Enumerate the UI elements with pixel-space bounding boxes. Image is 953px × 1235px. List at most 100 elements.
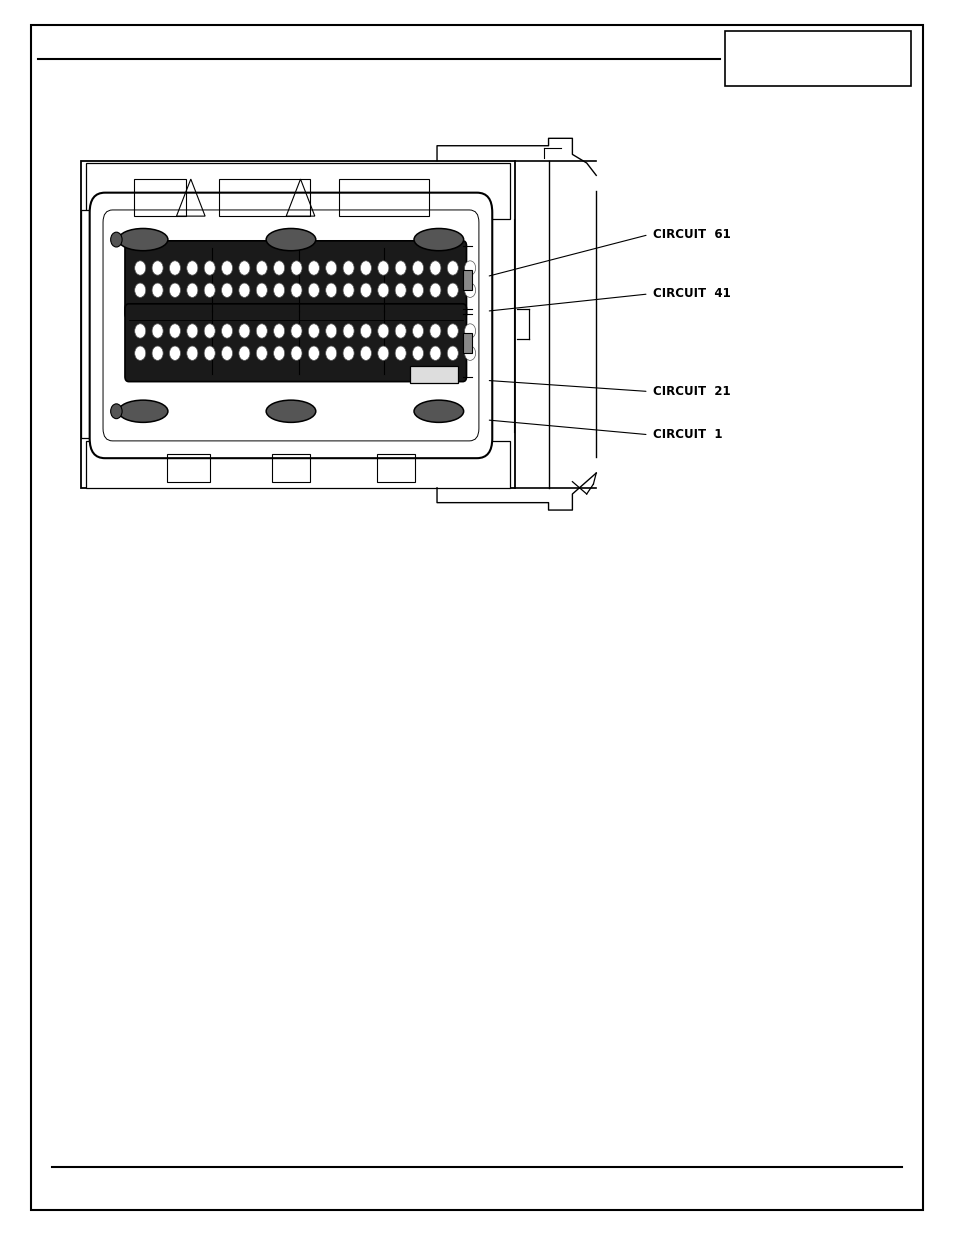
Circle shape bbox=[274, 283, 284, 298]
FancyBboxPatch shape bbox=[90, 193, 492, 458]
Circle shape bbox=[170, 283, 180, 298]
Circle shape bbox=[430, 324, 440, 338]
Ellipse shape bbox=[414, 400, 463, 422]
Circle shape bbox=[325, 324, 336, 338]
Bar bbox=[724, 31, 910, 86]
Circle shape bbox=[187, 346, 197, 361]
Circle shape bbox=[221, 346, 233, 361]
Circle shape bbox=[256, 324, 267, 338]
Circle shape bbox=[464, 346, 476, 361]
Text: CIRCUIT  61: CIRCUIT 61 bbox=[653, 228, 730, 241]
Bar bbox=[86, 441, 510, 488]
Circle shape bbox=[134, 283, 146, 298]
Circle shape bbox=[291, 261, 302, 275]
Bar bbox=[462, 332, 472, 353]
Circle shape bbox=[238, 283, 250, 298]
Circle shape bbox=[343, 346, 354, 361]
Circle shape bbox=[464, 283, 476, 298]
Circle shape bbox=[187, 261, 197, 275]
Circle shape bbox=[308, 346, 319, 361]
Circle shape bbox=[134, 324, 146, 338]
Circle shape bbox=[360, 261, 371, 275]
Circle shape bbox=[291, 283, 302, 298]
Circle shape bbox=[170, 346, 180, 361]
Circle shape bbox=[134, 346, 146, 361]
Circle shape bbox=[377, 283, 389, 298]
Bar bbox=[338, 179, 429, 216]
Circle shape bbox=[360, 346, 371, 361]
Circle shape bbox=[343, 324, 354, 338]
Circle shape bbox=[238, 346, 250, 361]
Circle shape bbox=[308, 261, 319, 275]
Circle shape bbox=[308, 324, 319, 338]
Circle shape bbox=[152, 283, 163, 298]
Text: CIRCUIT  41: CIRCUIT 41 bbox=[653, 288, 730, 300]
Circle shape bbox=[291, 346, 302, 361]
Bar bbox=[410, 366, 457, 383]
Bar bbox=[81, 210, 102, 438]
Circle shape bbox=[170, 324, 180, 338]
Ellipse shape bbox=[266, 228, 315, 251]
Circle shape bbox=[395, 283, 406, 298]
Circle shape bbox=[447, 283, 457, 298]
Circle shape bbox=[325, 261, 336, 275]
Circle shape bbox=[170, 261, 180, 275]
FancyBboxPatch shape bbox=[125, 304, 466, 382]
Circle shape bbox=[377, 261, 389, 275]
Circle shape bbox=[221, 283, 233, 298]
Text: CIRCUIT  1: CIRCUIT 1 bbox=[653, 429, 722, 441]
Circle shape bbox=[360, 283, 371, 298]
Circle shape bbox=[377, 324, 389, 338]
Circle shape bbox=[152, 346, 163, 361]
Circle shape bbox=[412, 324, 423, 338]
Bar bbox=[272, 454, 310, 482]
Circle shape bbox=[204, 324, 215, 338]
Circle shape bbox=[395, 261, 406, 275]
Circle shape bbox=[274, 261, 284, 275]
Ellipse shape bbox=[266, 400, 315, 422]
Ellipse shape bbox=[414, 228, 463, 251]
Circle shape bbox=[274, 346, 284, 361]
Circle shape bbox=[274, 324, 284, 338]
Bar bbox=[462, 270, 472, 290]
Circle shape bbox=[111, 232, 122, 247]
Circle shape bbox=[395, 346, 406, 361]
Bar bbox=[86, 163, 510, 219]
Circle shape bbox=[204, 346, 215, 361]
Circle shape bbox=[447, 324, 457, 338]
Circle shape bbox=[204, 283, 215, 298]
Circle shape bbox=[221, 324, 233, 338]
Circle shape bbox=[447, 346, 457, 361]
Bar bbox=[81, 161, 515, 488]
Circle shape bbox=[238, 261, 250, 275]
Circle shape bbox=[325, 346, 336, 361]
Circle shape bbox=[291, 324, 302, 338]
Circle shape bbox=[134, 261, 146, 275]
Circle shape bbox=[343, 261, 354, 275]
Circle shape bbox=[464, 261, 476, 275]
Circle shape bbox=[204, 261, 215, 275]
Circle shape bbox=[360, 324, 371, 338]
Circle shape bbox=[152, 261, 163, 275]
Circle shape bbox=[111, 404, 122, 419]
FancyBboxPatch shape bbox=[125, 241, 466, 319]
Circle shape bbox=[187, 324, 197, 338]
Bar bbox=[133, 179, 186, 216]
Bar bbox=[167, 454, 210, 482]
Text: CIRCUIT  21: CIRCUIT 21 bbox=[653, 385, 730, 398]
Circle shape bbox=[430, 346, 440, 361]
Ellipse shape bbox=[118, 228, 168, 251]
Circle shape bbox=[377, 346, 389, 361]
Circle shape bbox=[152, 324, 163, 338]
Circle shape bbox=[343, 283, 354, 298]
Circle shape bbox=[238, 324, 250, 338]
Circle shape bbox=[256, 261, 267, 275]
Circle shape bbox=[256, 283, 267, 298]
Circle shape bbox=[221, 261, 233, 275]
Circle shape bbox=[430, 283, 440, 298]
Circle shape bbox=[325, 283, 336, 298]
Circle shape bbox=[412, 283, 423, 298]
Ellipse shape bbox=[118, 400, 168, 422]
Circle shape bbox=[256, 346, 267, 361]
Circle shape bbox=[412, 346, 423, 361]
